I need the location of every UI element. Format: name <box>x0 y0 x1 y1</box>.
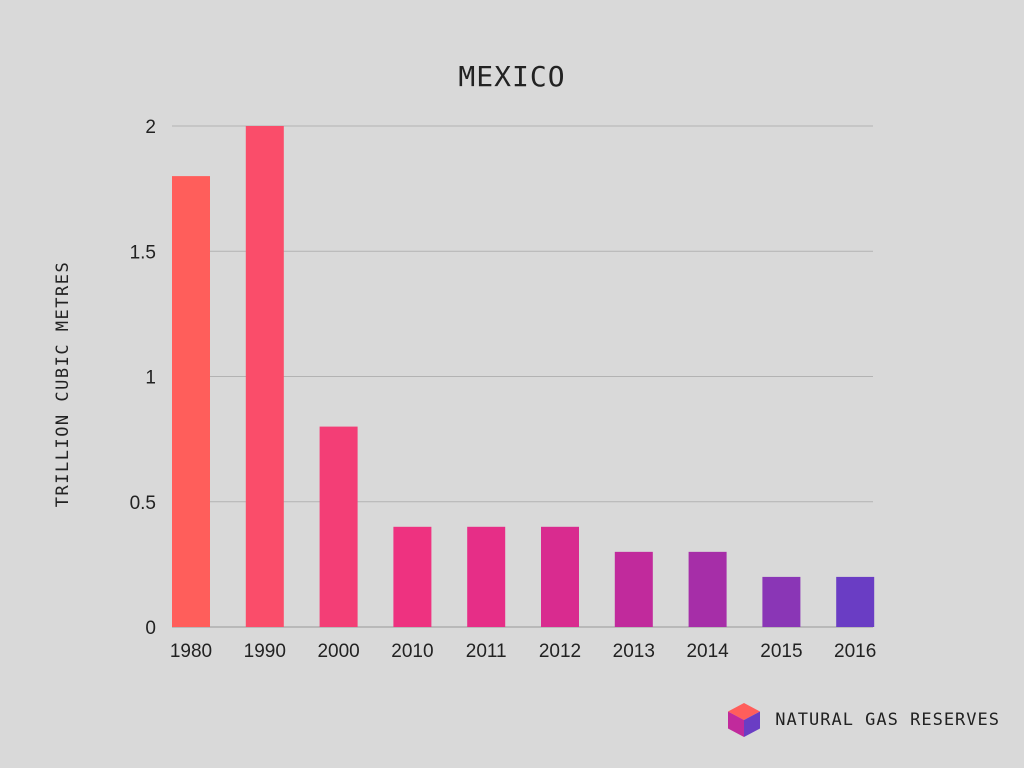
x-tick-label: 2014 <box>686 641 729 662</box>
cube-icon <box>728 703 761 737</box>
cube-left-face <box>728 711 745 737</box>
y-tick-label: 0.5 <box>130 493 156 514</box>
bar-2010 <box>393 526 432 627</box>
bar-2015 <box>762 576 801 627</box>
x-tick-label: 2015 <box>760 641 802 662</box>
y-tick-label: 1.5 <box>130 242 156 263</box>
x-tick-label: 2016 <box>834 641 876 662</box>
chart-title: MEXICO <box>458 60 565 93</box>
brand-name: NATURAL GAS RESERVES <box>775 710 1000 730</box>
bar-chart: MEXICO TRILLION CUBIC METRES 0 0.5 1 1.5 2 1… <box>53 60 876 662</box>
x-axis-ticks: 1980 1990 2000 2010 2011 2012 2013 2014 2015 2016 <box>170 641 876 662</box>
bar-1990 <box>245 126 284 627</box>
brand: NATURAL GAS RESERVES <box>727 702 1000 738</box>
x-tick-label: 1980 <box>170 641 212 662</box>
bar-2016 <box>836 576 875 627</box>
y-axis-label: TRILLION CUBIC METRES <box>53 261 73 507</box>
x-tick-label: 1990 <box>244 641 286 662</box>
cube-right-face <box>744 711 761 737</box>
x-tick-label: 2010 <box>391 641 433 662</box>
x-tick-label: 2013 <box>613 641 655 662</box>
bar-2013 <box>614 551 653 627</box>
bars <box>172 126 875 627</box>
bar-2011 <box>467 526 506 627</box>
bar-2014 <box>688 551 727 627</box>
y-tick-label: 0 <box>145 618 156 639</box>
bar-2000 <box>319 426 358 627</box>
bar-1980 <box>172 176 210 627</box>
y-axis-ticks: 0 0.5 1 1.5 2 <box>130 117 156 639</box>
x-tick-label: 2012 <box>539 641 581 662</box>
y-tick-label: 1 <box>145 368 156 389</box>
gridlines <box>172 125 873 628</box>
x-tick-label: 2011 <box>466 641 507 662</box>
y-tick-label: 2 <box>145 117 156 138</box>
bar-2012 <box>541 526 579 627</box>
x-tick-label: 2000 <box>317 641 359 662</box>
